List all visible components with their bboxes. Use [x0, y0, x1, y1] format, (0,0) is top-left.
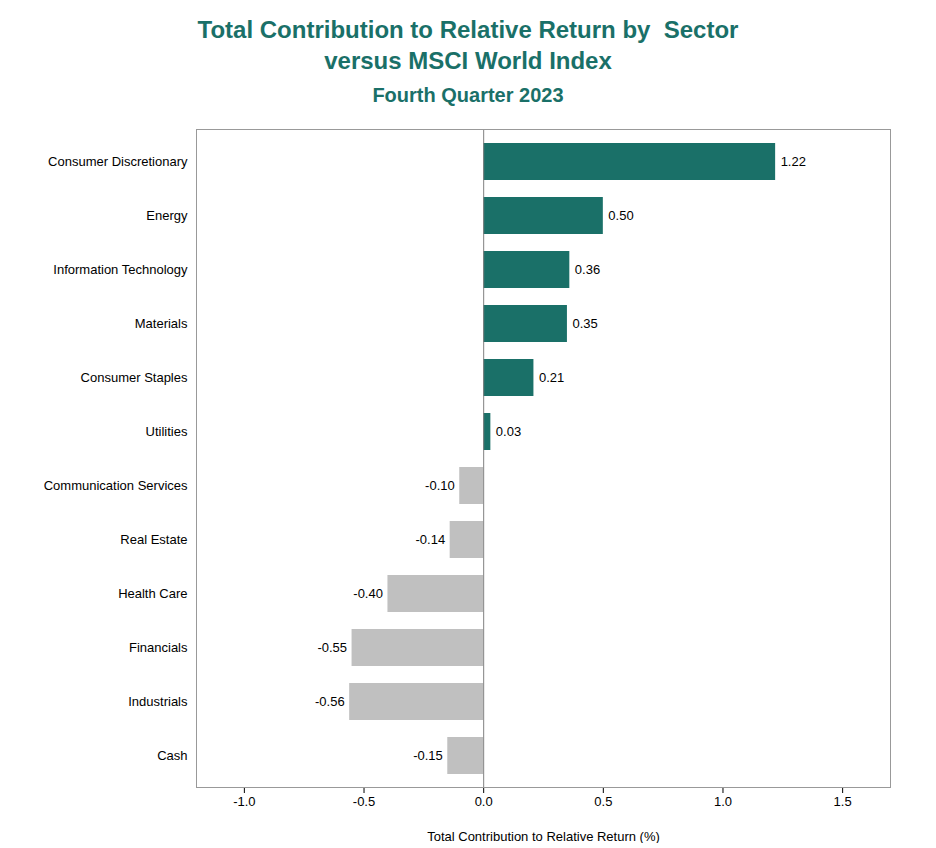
svg-text:0.5: 0.5	[594, 794, 612, 809]
html-text:Fourth Quarter 2023: Fourth Quarter 2023	[372, 84, 564, 107]
svg-text:Utilities: Utilities	[146, 425, 188, 440]
svg-text:0.21: 0.21	[539, 371, 564, 386]
svg-text:1.0: 1.0	[714, 794, 732, 809]
svg-text:-1.0: -1.0	[233, 794, 255, 809]
html-text:Total Contribution to Relative: Total Contribution to Relative Return by…	[197, 16, 739, 75]
svg-text:0.0: 0.0	[475, 794, 493, 809]
svg-text:-0.10: -0.10	[425, 479, 455, 494]
svg-text:-0.14: -0.14	[416, 533, 446, 548]
svg-text:Consumer Discretionary: Consumer Discretionary	[48, 155, 188, 170]
svg-text:Health Care: Health Care	[118, 587, 187, 602]
svg-text:Cash: Cash	[157, 749, 187, 764]
svg-text:0.35: 0.35	[572, 317, 597, 332]
svg-text:Total Contribution to Relative: Total Contribution to Relative Return (%…	[427, 829, 660, 844]
svg-text:-0.56: -0.56	[315, 695, 345, 710]
svg-text:Energy: Energy	[146, 209, 188, 224]
svg-text:0.36: 0.36	[575, 263, 600, 278]
svg-text:Industrials: Industrials	[128, 695, 188, 710]
svg-text:0.50: 0.50	[608, 209, 633, 224]
svg-text:Real Estate: Real Estate	[120, 533, 187, 548]
svg-text:Communication Services: Communication Services	[44, 479, 188, 494]
svg-text:-0.15: -0.15	[413, 749, 443, 764]
svg-text:Consumer Staples: Consumer Staples	[81, 371, 188, 386]
svg-text:Information Technology: Information Technology	[53, 263, 188, 278]
svg-text:1.22: 1.22	[781, 155, 806, 170]
svg-text:0.03: 0.03	[496, 425, 521, 440]
svg-text:-0.5: -0.5	[353, 794, 375, 809]
svg-text:-0.55: -0.55	[317, 641, 347, 656]
svg-text:Materials: Materials	[135, 317, 188, 332]
svg-text:1.5: 1.5	[834, 794, 852, 809]
svg-text:Financials: Financials	[129, 641, 188, 656]
svg-text:-0.40: -0.40	[353, 587, 383, 602]
